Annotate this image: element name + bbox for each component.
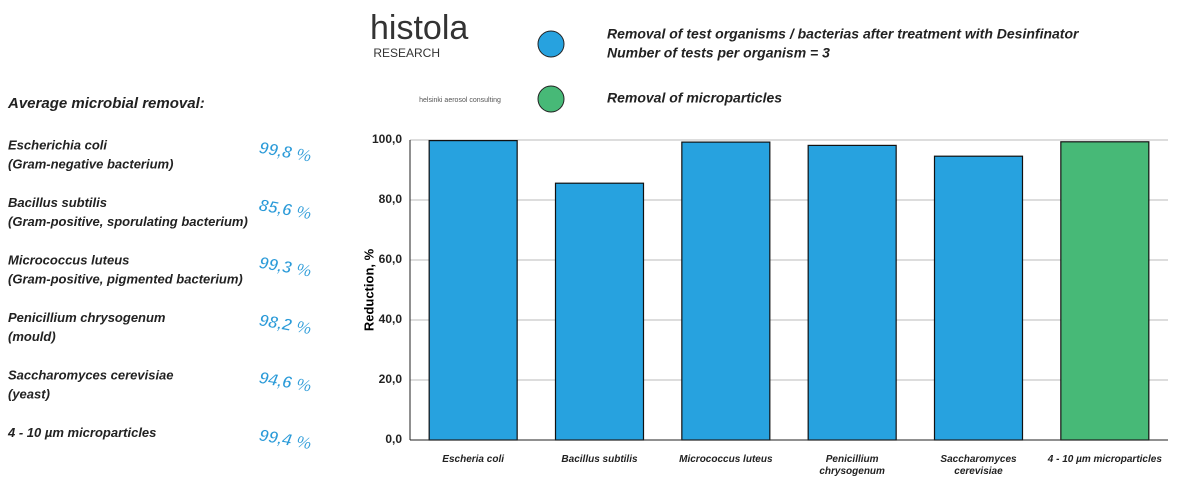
item-note: (Gram-negative bacterium) <box>8 156 173 171</box>
bar <box>681 141 771 441</box>
bar <box>1060 141 1150 441</box>
item-name: Penicillium chrysogenum <box>8 310 166 325</box>
x-tick-label: Saccharomyces cerevisiae <box>940 454 1017 477</box>
y-tick-label: 0,0 <box>385 432 402 446</box>
logo-hac: helsinki aerosol consulting <box>419 97 501 104</box>
x-tick-label: Escheria coli <box>442 454 504 465</box>
logo-histola: histola <box>370 9 468 47</box>
item-note: (Gram-positive, pigmented bacterium) <box>8 271 243 286</box>
item-name: Micrococcus luteus <box>8 252 129 267</box>
item-value: 85,6 % <box>257 196 312 224</box>
legend-label: Removal of microparticles <box>607 90 782 106</box>
item-note: (yeast) <box>8 386 50 401</box>
bar <box>554 182 645 441</box>
item-name: Escherichia coli <box>8 137 107 152</box>
item-name: 4 - 10 µm microparticles <box>7 425 156 440</box>
item-note: (mould) <box>8 329 56 344</box>
bar <box>428 140 518 441</box>
legend-label: Removal of test organisms / bacterias af… <box>607 26 1080 42</box>
item-note: (Gram-positive, sporulating bacterium) <box>8 214 248 229</box>
x-tick-label: Penicillium chrysogenum <box>819 454 885 477</box>
panel-title: Average microbial removal: <box>7 95 205 112</box>
x-tick-label: Bacillus subtilis <box>561 454 638 465</box>
legend-swatch <box>537 85 565 113</box>
item-value: 99,3 % <box>257 253 312 281</box>
bar <box>933 155 1024 441</box>
y-tick-label: 100,0 <box>372 132 402 146</box>
y-tick-label: 40,0 <box>379 312 403 326</box>
item-value: 99,8 % <box>257 138 312 166</box>
y-tick-label: 80,0 <box>379 192 403 206</box>
x-tick-label: 4 - 10 µm microparticles <box>1047 454 1162 465</box>
logo-research: RESEARCH <box>373 46 440 60</box>
item-name: Bacillus subtilis <box>8 195 107 210</box>
y-axis-label: Reduction, % <box>361 248 376 331</box>
legend-note: Number of tests per organism = 3 <box>607 45 830 61</box>
y-tick-label: 60,0 <box>379 252 403 266</box>
x-tick-label: Micrococcus luteus <box>679 454 773 465</box>
y-tick-label: 20,0 <box>379 372 403 386</box>
item-value: 99,4 % <box>257 426 312 454</box>
item-name: Saccharomyces cerevisiae <box>8 367 174 382</box>
item-value: 94,6 % <box>257 368 312 396</box>
bar <box>807 144 897 441</box>
item-value: 98,2 % <box>257 311 312 339</box>
legend-swatch <box>537 30 565 58</box>
